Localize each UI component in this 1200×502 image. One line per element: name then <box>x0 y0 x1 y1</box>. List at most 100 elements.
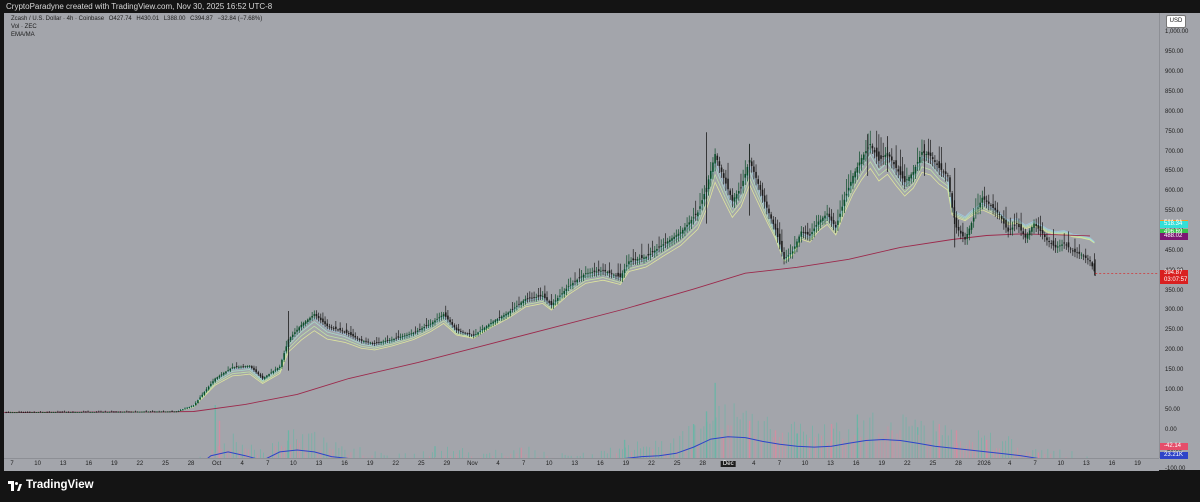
candle-body <box>1026 234 1029 239</box>
volume-bar <box>232 433 234 458</box>
candle-body <box>419 329 421 330</box>
volume-bar <box>1071 451 1073 458</box>
candle-body <box>949 177 951 192</box>
candle-body <box>352 333 354 337</box>
time-tick-label: 10 <box>1057 461 1065 467</box>
candle-body <box>636 259 639 261</box>
candle-body <box>248 365 251 367</box>
chart-canvas[interactable] <box>4 13 1159 458</box>
candle-body <box>311 315 313 318</box>
candle-body <box>194 402 197 406</box>
price-tick-label: 450.00 <box>1165 247 1184 254</box>
candle-body <box>903 176 906 182</box>
candle-body <box>753 166 755 172</box>
volume-bar <box>570 455 572 458</box>
candle-body <box>391 339 393 341</box>
candle-body <box>210 383 212 386</box>
volume-bar <box>214 452 216 458</box>
candle-body <box>610 273 613 275</box>
symbol-title: Zcash / U.S. Dollar · 4h · Coinbase <box>11 16 105 22</box>
volume-bar <box>845 444 847 458</box>
candle-body <box>1011 227 1014 230</box>
candle-body <box>1072 250 1074 252</box>
candle-body <box>1048 240 1050 243</box>
candle-body <box>785 257 788 259</box>
candle-body <box>1000 216 1003 220</box>
time-tick-label: 19 <box>622 461 630 467</box>
candle-body <box>878 151 880 161</box>
candle-body <box>701 200 703 204</box>
volume-bar <box>830 424 833 458</box>
volume-bar <box>359 447 361 458</box>
volume-bar <box>935 431 937 458</box>
candle-body <box>1022 231 1025 235</box>
candle-body <box>623 269 626 273</box>
candle-body <box>983 196 986 200</box>
volume-ma-line <box>207 436 1039 458</box>
time-tick-label: 13 <box>827 461 834 467</box>
currency-button[interactable]: USD <box>1166 15 1186 28</box>
candle-body <box>604 269 607 272</box>
candle-body <box>781 240 783 252</box>
candle-body <box>138 411 141 413</box>
close-value: C394.87 <box>190 16 213 22</box>
candle-body <box>95 411 98 413</box>
candle-body <box>291 334 294 338</box>
candle-body <box>597 269 600 272</box>
candle-body <box>869 144 872 146</box>
price-tick-label: 200.00 <box>1165 347 1184 354</box>
volume-bar <box>223 443 225 458</box>
candle-body <box>572 283 574 286</box>
volume-bar <box>774 430 777 458</box>
candle-body <box>386 340 389 341</box>
candle-body <box>860 158 863 165</box>
candle-body <box>638 258 641 260</box>
volume-bar <box>790 423 792 458</box>
volume-bar <box>371 455 373 458</box>
candle-body <box>977 207 979 209</box>
candle-body <box>709 170 712 179</box>
candle-body <box>460 330 462 332</box>
candle-body <box>382 341 385 343</box>
volume-bar <box>380 452 382 458</box>
volume-bar <box>730 425 732 458</box>
volume-bar <box>923 425 925 458</box>
volume-bar <box>685 450 687 458</box>
indicator-legend[interactable]: EMA/MA <box>11 32 35 38</box>
candle-body <box>591 272 594 274</box>
volume-bar <box>706 421 708 458</box>
candle-body <box>578 277 581 279</box>
candle-body <box>955 217 958 228</box>
candle-body <box>794 246 796 249</box>
volume-bar <box>296 439 298 458</box>
volume-bar <box>884 433 886 458</box>
volume-bar <box>905 417 907 458</box>
plot-area[interactable]: Zcash / U.S. Dollar · 4h · Coinbase O427… <box>4 13 1159 458</box>
candle-body <box>647 254 650 256</box>
candle-body <box>281 359 283 367</box>
symbol-legend[interactable]: Zcash / U.S. Dollar · 4h · Coinbase O427… <box>11 16 262 22</box>
volume-bar <box>1037 452 1040 458</box>
candle-body <box>875 147 878 157</box>
volume-legend[interactable]: Vol · ZEC <box>11 24 37 30</box>
volume-bar <box>534 450 536 458</box>
volume-bar <box>441 450 442 458</box>
time-axis[interactable] <box>4 458 1159 471</box>
candle-body <box>768 208 770 214</box>
time-tick-label: Dec <box>720 461 736 467</box>
candle-body <box>276 368 279 370</box>
candle-body <box>214 378 216 382</box>
candle-body <box>1063 242 1065 244</box>
candle-body <box>339 328 341 331</box>
candle-body <box>537 295 540 297</box>
candle-body <box>285 346 288 352</box>
candle-body <box>93 411 96 413</box>
volume-bar <box>353 448 355 458</box>
volume-bar <box>623 439 626 458</box>
volume-bar <box>727 425 729 458</box>
volume-bar <box>631 451 632 458</box>
candle-body <box>156 411 158 413</box>
volume-bar <box>489 452 491 458</box>
volume-bar <box>987 448 988 458</box>
candle-body <box>304 321 307 324</box>
